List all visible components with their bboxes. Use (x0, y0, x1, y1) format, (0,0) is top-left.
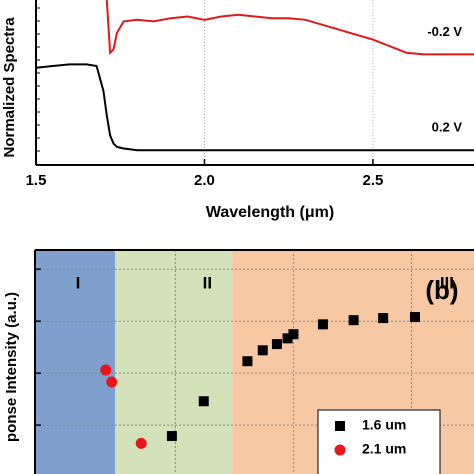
point (282, 333, 293, 344)
x-tick-label: 2.0 (194, 172, 215, 189)
point (257, 345, 268, 356)
legend-marker (335, 421, 345, 431)
region-label: II (203, 273, 212, 292)
y-axis-label: Normalized Spectra (1, 17, 18, 158)
region-label: I (76, 273, 81, 292)
spectrum-line (105, 0, 474, 56)
point (100, 364, 112, 376)
point (166, 431, 177, 442)
point (106, 376, 118, 388)
x-axis-label: Wavelength (μm) (206, 204, 334, 221)
x-tick-label: 2.5 (362, 172, 383, 189)
series-label: -0.2 V (427, 24, 462, 39)
region-label: III (440, 273, 454, 292)
x-tick-label: 1.5 (26, 172, 47, 189)
panel-label: (b) (425, 275, 458, 305)
point (135, 437, 147, 449)
point (242, 356, 253, 367)
y-axis-label: ponse Intensity (a.u.) (3, 292, 20, 442)
legend-marker (334, 444, 346, 456)
region (35, 250, 116, 474)
legend-label: 2.1 um (362, 441, 406, 457)
legend-label: 1.6 um (362, 417, 406, 433)
point (288, 329, 299, 340)
series-label: 0.2 V (432, 120, 463, 135)
legend-box (317, 409, 441, 474)
spectrum-line (35, 63, 474, 152)
point (198, 396, 209, 407)
point (271, 339, 282, 350)
point (348, 315, 359, 326)
point (409, 312, 420, 323)
point (317, 319, 328, 330)
point (378, 313, 389, 324)
